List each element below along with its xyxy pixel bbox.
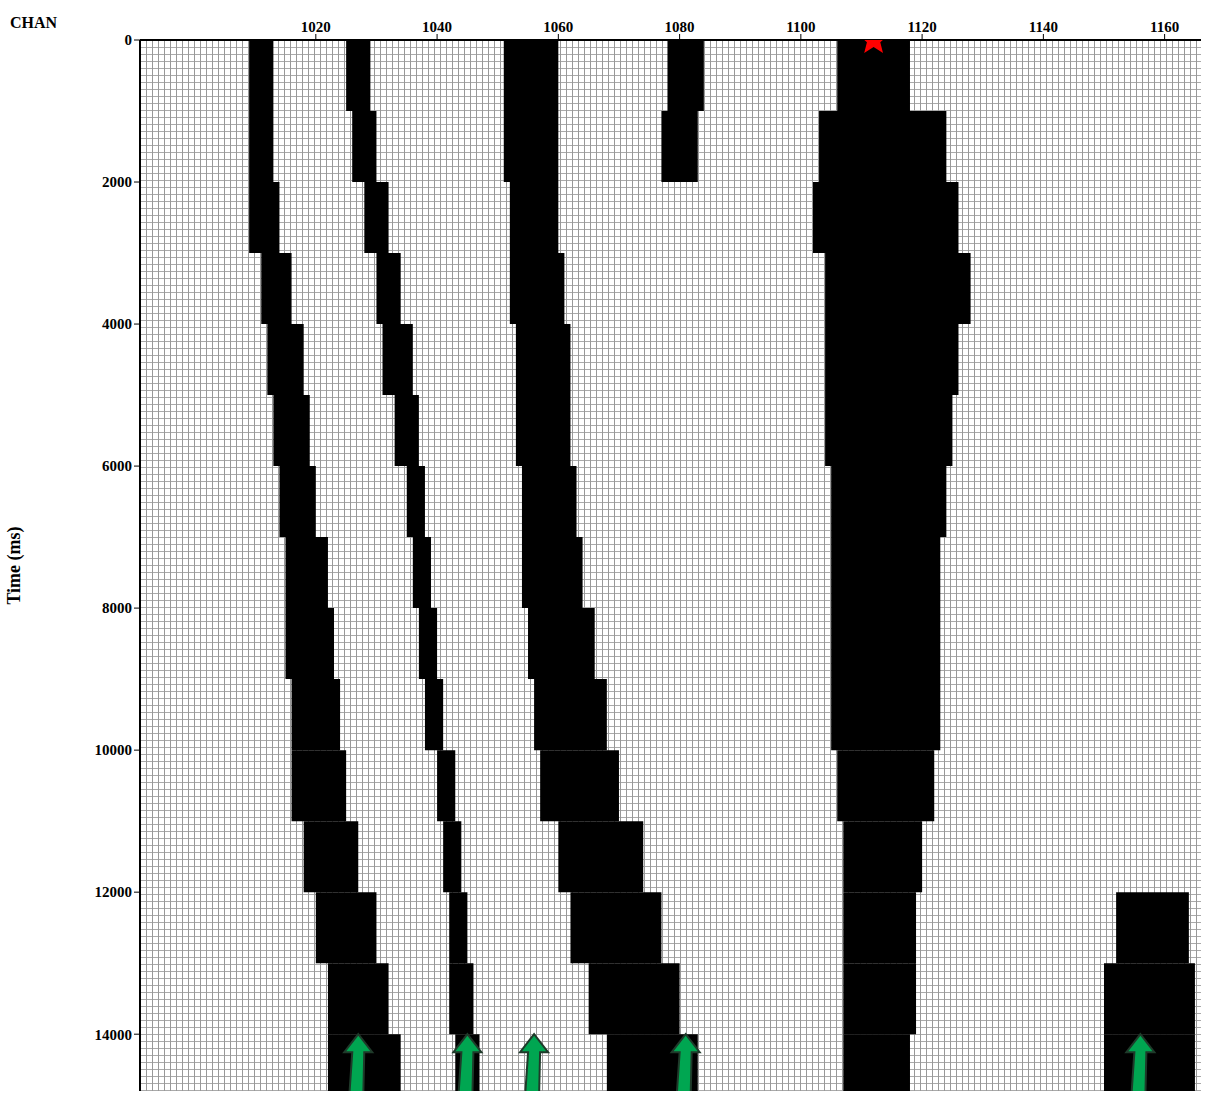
svg-text:2000: 2000 [102, 174, 132, 190]
svg-text:1100: 1100 [786, 19, 815, 35]
svg-text:0: 0 [125, 32, 133, 48]
svg-text:1120: 1120 [908, 19, 937, 35]
svg-text:1020: 1020 [301, 19, 331, 35]
svg-text:12000: 12000 [95, 884, 133, 900]
svg-text:1160: 1160 [1150, 19, 1179, 35]
svg-text:1060: 1060 [543, 19, 573, 35]
svg-text:1040: 1040 [422, 19, 452, 35]
svg-text:1140: 1140 [1029, 19, 1058, 35]
html-text:CHAN: CHAN [10, 14, 58, 31]
svg-text:1080: 1080 [665, 19, 695, 35]
svg-text:Time (ms): Time (ms) [4, 526, 25, 604]
svg-text:4000: 4000 [102, 316, 132, 332]
svg-text:10000: 10000 [95, 742, 133, 758]
svg-text:6000: 6000 [102, 458, 132, 474]
svg-text:8000: 8000 [102, 600, 132, 616]
svg-text:14000: 14000 [95, 1027, 133, 1043]
